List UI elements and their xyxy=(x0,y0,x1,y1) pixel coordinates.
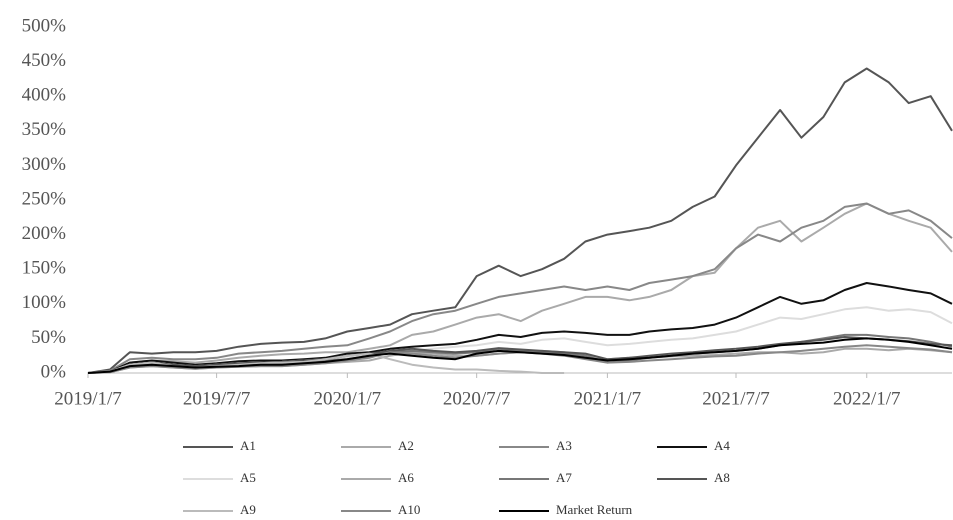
series-line xyxy=(87,202,953,374)
legend-label: A1 xyxy=(240,438,256,453)
y-tick-label: 0% xyxy=(41,361,67,382)
series-line xyxy=(87,202,953,374)
legend-label: Market Return xyxy=(556,502,633,517)
legend-label: A10 xyxy=(398,502,420,517)
series-line xyxy=(87,336,953,374)
y-tick-label: 450% xyxy=(22,50,67,71)
series-line xyxy=(87,337,953,374)
x-tick-label: 2021/7/7 xyxy=(702,388,770,409)
series-line xyxy=(87,67,953,374)
x-tick-label: 2020/7/7 xyxy=(443,388,511,409)
y-tick-label: 100% xyxy=(22,292,67,313)
x-tick-label: 2022/1/7 xyxy=(833,388,901,409)
y-tick-label: 350% xyxy=(22,119,67,140)
y-tick-label: 250% xyxy=(22,188,67,209)
x-tick-label: 2020/1/7 xyxy=(314,388,382,409)
legend-label: A5 xyxy=(240,470,256,485)
x-tick-label: 2019/1/7 xyxy=(54,388,122,409)
series-line xyxy=(87,282,953,374)
legend-label: A8 xyxy=(714,470,730,485)
x-tick-label: 2021/1/7 xyxy=(574,388,642,409)
legend-label: A7 xyxy=(556,470,572,485)
y-tick-label: 300% xyxy=(22,154,67,175)
y-tick-label: 50% xyxy=(31,327,66,348)
legend-label: A2 xyxy=(398,438,414,453)
legend-label: A6 xyxy=(398,470,414,485)
legend-label: A9 xyxy=(240,502,256,517)
y-tick-label: 500% xyxy=(22,15,67,36)
x-tick-label: 2019/7/7 xyxy=(183,388,251,409)
y-tick-label: 150% xyxy=(22,258,67,279)
y-tick-label: 200% xyxy=(22,223,67,244)
legend-label: A4 xyxy=(714,438,730,453)
y-tick-label: 400% xyxy=(22,85,67,106)
legend-label: A3 xyxy=(556,438,572,453)
